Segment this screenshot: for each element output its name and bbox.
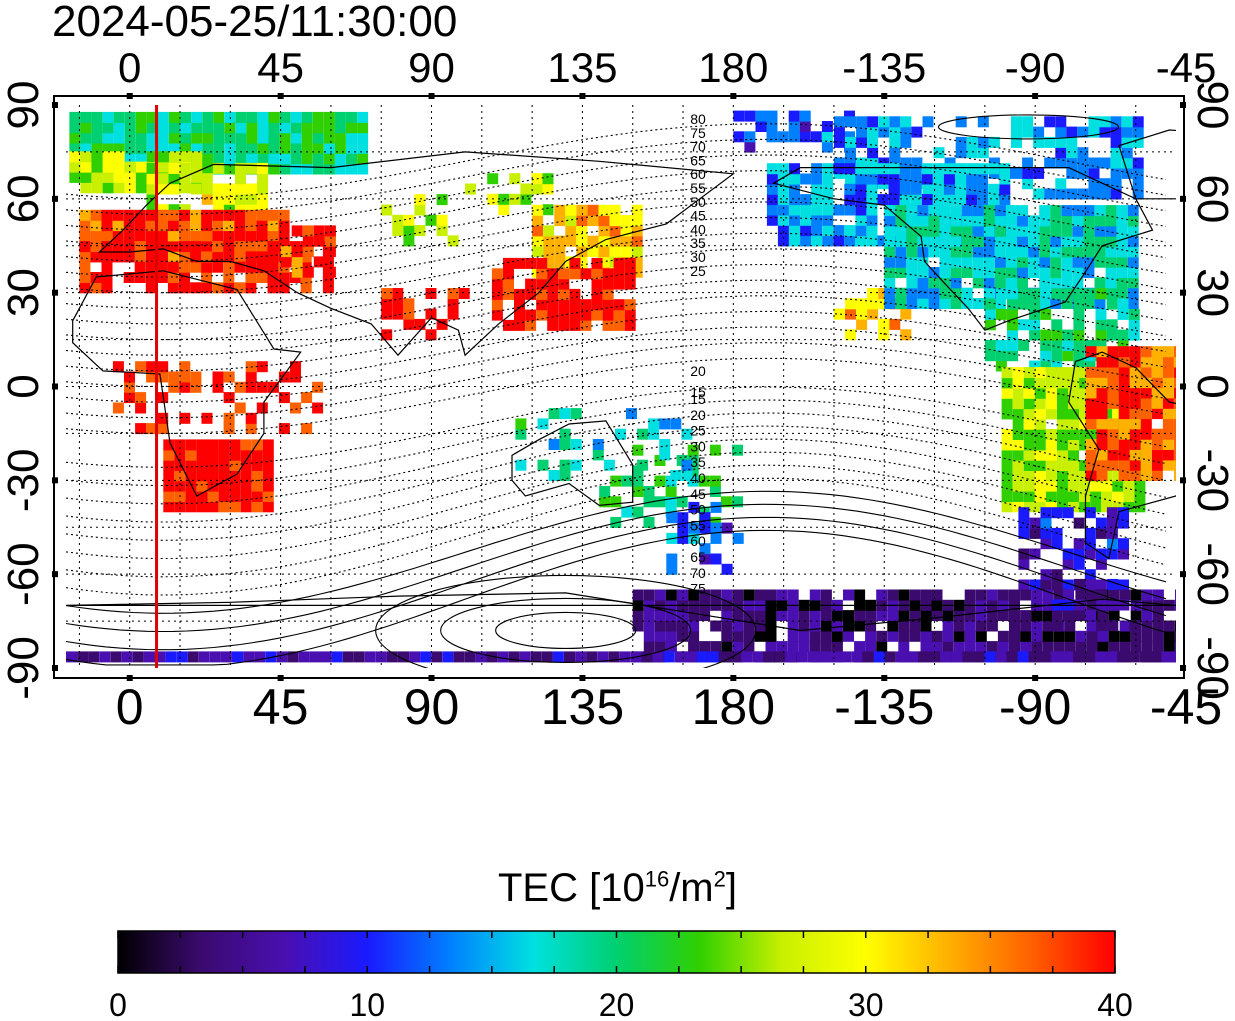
contour-label: 25 <box>690 423 706 439</box>
contour-label: 65 <box>690 152 706 168</box>
colorbar-tick-label: 10 <box>349 987 385 1021</box>
y-tick-label-right: 0 <box>1188 374 1235 398</box>
x-tick-label-bottom: 45 <box>253 679 309 735</box>
map-timestamp-title: 2024-05-25/11:30:00 <box>52 0 458 46</box>
y-tick-label-left: -60 <box>0 542 48 606</box>
y-tick-label-left: 90 <box>0 81 48 130</box>
contour-label: 70 <box>690 139 706 155</box>
y-tick-label-right: 90 <box>1188 81 1235 130</box>
y-tick-label-left: 30 <box>0 268 48 317</box>
contour-labels: 8075706560555045403530252015152025303540… <box>690 111 706 597</box>
x-tick-label-top: -135 <box>842 44 926 91</box>
contour-label: 70 <box>690 565 706 581</box>
axis-ticks <box>52 93 1186 681</box>
x-tick-label-bottom: -45 <box>1150 679 1222 735</box>
contour-label: 40 <box>690 470 706 486</box>
colorbar-ticks: 0 10 20 30 40 <box>109 931 1133 1021</box>
colorbar-tick-label: 0 <box>109 987 127 1021</box>
x-tick-label-top: 0 <box>118 44 141 91</box>
contour-label: 45 <box>690 208 706 224</box>
contour-label: 60 <box>690 533 706 549</box>
colorbar-title-close: ] <box>725 866 737 910</box>
contour-label: 75 <box>690 581 706 597</box>
x-tick-label-top: 45 <box>257 44 304 91</box>
x-tick-label-top: -45 <box>1156 44 1217 91</box>
contour-label: 15 <box>690 391 706 407</box>
colorbar-title: TEC [1016/m2] <box>0 866 1235 911</box>
contour-label: 55 <box>690 180 706 196</box>
y-tick-label-left: 60 <box>0 174 48 223</box>
contour-label: 20 <box>690 363 706 379</box>
contour-label: 80 <box>690 111 706 127</box>
y-tick-label-left: -90 <box>0 636 48 700</box>
contour-label: 50 <box>690 502 706 518</box>
x-tick-label-bottom: 135 <box>541 679 624 735</box>
y-tick-label-right: -90 <box>1188 636 1235 700</box>
contour-label: 35 <box>690 235 706 251</box>
x-tick-label-top: -90 <box>1005 44 1066 91</box>
colorbar-tick-label: 30 <box>848 987 884 1021</box>
graticule-grid <box>66 105 1176 668</box>
contour-label: 35 <box>690 454 706 470</box>
colorbar-title-exponent: 16 <box>644 866 670 892</box>
y-tick-label-right: 60 <box>1188 174 1235 223</box>
y-tick-label-right: -30 <box>1188 449 1235 513</box>
contour-label: 25 <box>690 263 706 279</box>
colorbar-title-unit: /m <box>669 866 714 910</box>
colorbar-title-exponent2: 2 <box>713 866 726 892</box>
coastlines <box>66 129 1176 632</box>
contour-label: 75 <box>690 125 706 141</box>
x-tick-label-top: 135 <box>547 44 617 91</box>
contour-label: 20 <box>690 407 706 423</box>
x-tick-label-bottom: -90 <box>999 679 1071 735</box>
x-tick-label-bottom: 90 <box>404 679 460 735</box>
colorbar-tick-label: 20 <box>599 987 635 1021</box>
contour-label: 30 <box>690 438 706 454</box>
x-tick-label-bottom: -135 <box>834 679 934 735</box>
colorbar-tick-label: 40 <box>1097 987 1133 1021</box>
y-axis-right-labels: 90 60 30 0 -30 -60 -90 <box>1188 81 1235 700</box>
contour-label: 45 <box>690 486 706 502</box>
contour-label: 40 <box>690 221 706 237</box>
x-tick-label-top: 180 <box>698 44 768 91</box>
contour-label: 60 <box>690 166 706 182</box>
y-tick-label-left: 0 <box>0 374 48 398</box>
contour-label: 65 <box>690 549 706 565</box>
x-tick-label-bottom: 0 <box>116 679 144 735</box>
y-tick-label-left: -30 <box>0 449 48 513</box>
y-tick-label-right: 30 <box>1188 268 1235 317</box>
contour-label: 30 <box>690 249 706 265</box>
x-tick-label-top: 90 <box>408 44 455 91</box>
y-tick-label-right: -60 <box>1188 542 1235 606</box>
x-axis-bottom-labels: 0 45 90 135 180 -135 -90 -45 <box>116 679 1222 735</box>
tec-data-layer <box>66 110 1176 663</box>
x-tick-label-bottom: 180 <box>692 679 775 735</box>
magnetic-latitude-contours <box>66 114 1167 668</box>
contour-label: 15 <box>690 384 706 400</box>
contour-label: 55 <box>690 517 706 533</box>
contour-label: 50 <box>690 194 706 210</box>
x-axis-top-labels: 0 45 90 135 180 -135 -90 -45 <box>118 44 1216 91</box>
colorbar-title-text: TEC [10 <box>497 866 645 910</box>
y-axis-left-labels: 90 60 30 0 -30 -60 -90 <box>0 81 48 700</box>
